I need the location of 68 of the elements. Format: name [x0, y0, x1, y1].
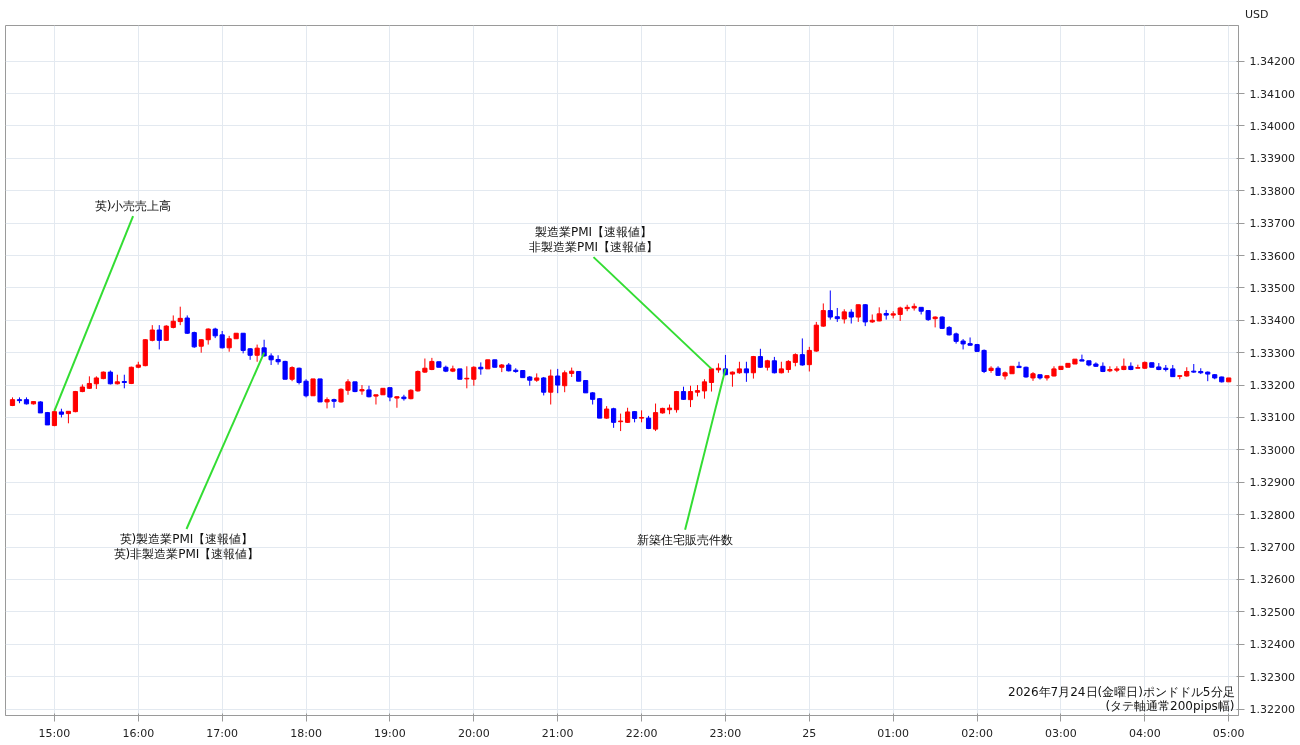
- x-tick-label: 16:00: [122, 726, 155, 740]
- y-tick-label: 1.34200: [1249, 55, 1295, 69]
- x-tick-label: 25: [802, 726, 817, 740]
- candlestick: [317, 378, 323, 403]
- candlestick: [394, 395, 400, 409]
- annotation: 英)製造業PMI【速報値】英)非製造業PMI【速報値】: [113, 532, 260, 562]
- y-tick-label: 1.32500: [1249, 605, 1295, 619]
- candlestick: [373, 394, 379, 406]
- candlestick: [597, 397, 603, 419]
- candlestick: [156, 324, 162, 350]
- candlestick: [757, 348, 763, 369]
- x-tick-label: 15:00: [38, 726, 71, 740]
- y-tick-label: 1.33100: [1249, 411, 1295, 425]
- y-tick-label: 1.34000: [1249, 119, 1295, 133]
- y-tick-label: 1.33400: [1249, 314, 1295, 328]
- candlestick: [806, 346, 812, 372]
- x-tick-label: 03:00: [1045, 726, 1077, 740]
- candlestick: [562, 370, 568, 393]
- x-tick-label: 01:00: [877, 726, 910, 740]
- x-tick-label: 21:00: [541, 726, 574, 740]
- x-tick-label: 17:00: [206, 726, 239, 740]
- candlestick: [820, 302, 826, 328]
- candlestick: [401, 394, 407, 402]
- y-tick-label: 1.32200: [1249, 703, 1295, 717]
- annotation: 新築住宅販売件数: [637, 532, 734, 547]
- candlestick: [555, 368, 561, 394]
- annotation: 英)小売売上高: [94, 199, 172, 214]
- candlestick: [701, 378, 708, 400]
- y-tick-label: 1.33900: [1249, 152, 1295, 166]
- y-tick-label: 1.32700: [1249, 541, 1295, 555]
- x-tick-label: 23:00: [709, 726, 742, 740]
- y-axis-title: USD: [1245, 7, 1269, 21]
- candlestick: [862, 303, 868, 327]
- candlestick: [687, 385, 694, 408]
- y-tick-label: 1.32800: [1249, 508, 1295, 522]
- candlestick: [932, 315, 938, 328]
- candlestick: [324, 396, 330, 409]
- y-tick-label: 1.32300: [1249, 670, 1295, 684]
- candlestick: [548, 369, 554, 406]
- y-tick-label: 1.33800: [1249, 184, 1295, 198]
- y-tick-label: 1.33700: [1249, 217, 1295, 231]
- x-tick-label: 19:00: [374, 726, 406, 740]
- y-tick-label: 1.33200: [1249, 379, 1295, 393]
- y-tick-label: 1.34100: [1249, 87, 1295, 101]
- candlestick: [799, 337, 805, 367]
- y-tick-label: 1.33000: [1249, 443, 1295, 457]
- annotation: 2026年7月24日(金曜日)ポンドドル5分足 (タテ軸通常200pips幅): [1008, 684, 1235, 713]
- candlestick: [331, 398, 337, 409]
- candlestick: [254, 344, 260, 363]
- x-tick-label: 20:00: [457, 726, 490, 740]
- y-tick-label: 1.32900: [1249, 476, 1295, 490]
- y-tick-label: 1.32400: [1249, 638, 1295, 652]
- y-tick-label: 1.33300: [1249, 346, 1295, 360]
- y-tick-label: 1.33600: [1249, 249, 1295, 263]
- candlestick: [743, 361, 750, 383]
- x-tick-label: 22:00: [625, 726, 658, 740]
- candlestick: [988, 365, 994, 374]
- x-tick-label: 05:00: [1212, 726, 1245, 740]
- x-tick-label: 18:00: [290, 726, 322, 740]
- x-tick-label: 02:00: [961, 726, 993, 740]
- y-tick-label: 1.32600: [1249, 573, 1295, 587]
- candlestick: [1128, 361, 1134, 371]
- y-tick-label: 1.33500: [1249, 281, 1295, 295]
- candlestick: [652, 403, 659, 432]
- candlestick: [827, 289, 833, 321]
- annotation: 製造業PMI【速報値】非製造業PMI【速報値】: [528, 225, 659, 255]
- candlestick: [359, 384, 365, 396]
- x-tick-label: 04:00: [1128, 726, 1161, 740]
